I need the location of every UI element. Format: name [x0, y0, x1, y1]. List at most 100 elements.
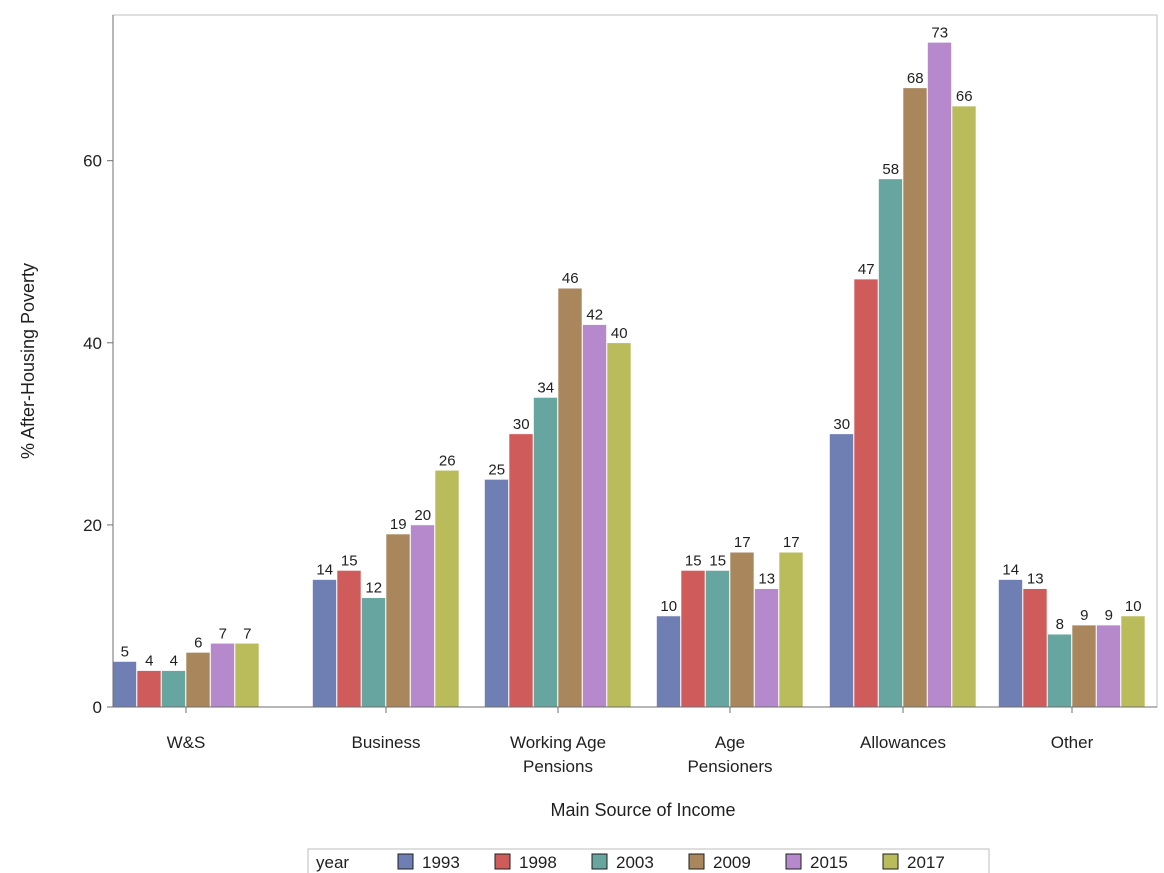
- y-tick-label: 20: [83, 516, 102, 535]
- legend-swatch-1998: [494, 853, 511, 870]
- data-label-wands-2017: 7: [243, 625, 251, 642]
- bar-business-2003: [361, 597, 386, 708]
- data-label-age-pensioners-2009: 17: [734, 534, 751, 551]
- y-tick-label: 60: [83, 152, 102, 171]
- data-label-other-2009: 9: [1080, 607, 1088, 624]
- data-label-business-2009: 19: [390, 516, 407, 533]
- data-label-wands-2009: 6: [194, 634, 202, 651]
- data-label-other-2017: 10: [1125, 598, 1142, 615]
- data-label-wands-1993: 5: [121, 643, 129, 660]
- bar-wands-2003: [161, 670, 186, 708]
- bar-age-pensioners-2009: [729, 551, 755, 708]
- y-tick-label: 0: [93, 698, 102, 717]
- data-label-business-2003: 12: [365, 580, 382, 597]
- bar-business-1993: [312, 579, 337, 708]
- bar-wands-2009: [185, 652, 211, 708]
- x-axis-label: Main Source of Income: [550, 800, 735, 820]
- bar-working-age-pensions-2015: [582, 324, 607, 708]
- bar-wands-2017: [234, 642, 260, 708]
- bar-business-1998: [336, 570, 362, 708]
- bar-business-2015: [410, 524, 435, 708]
- labels-layer: 5 14 25 10 30 14 4 15 30 15 47 13 4 12 34 15 58 8 6 19 46 17 6…: [121, 24, 1142, 669]
- bar-other-2015: [1096, 624, 1121, 708]
- data-label-wands-1998: 4: [145, 653, 153, 670]
- data-label-other-1998: 13: [1027, 571, 1044, 588]
- legend-swatch-1993: [397, 853, 414, 870]
- bar-allowances-2009: [902, 87, 928, 708]
- bar-other-2017: [1120, 615, 1146, 708]
- data-label-allowances-2017: 66: [956, 88, 973, 105]
- data-label-wands-2015: 7: [219, 625, 227, 642]
- data-label-wands-2003: 4: [170, 653, 178, 670]
- data-label-working-age-pensions-2003: 34: [537, 379, 554, 396]
- bar-other-2003: [1047, 633, 1072, 708]
- bar-allowances-1998: [853, 278, 879, 708]
- bar-business-2017: [434, 469, 460, 708]
- data-label-other-2015: 9: [1105, 607, 1113, 624]
- plot-area: [112, 14, 1158, 708]
- bar-wands-1998: [136, 670, 162, 708]
- data-label-age-pensioners-1993: 10: [660, 598, 677, 615]
- legend-label-2015: 2015: [810, 853, 848, 872]
- x-category-label-allowances: Allowances: [860, 733, 946, 752]
- legend-swatch-2009: [688, 853, 705, 870]
- bar-other-1993: [998, 579, 1023, 708]
- bar-working-age-pensions-2003: [533, 397, 558, 708]
- data-label-business-1998: 15: [341, 552, 358, 569]
- data-label-business-2015: 20: [414, 507, 431, 524]
- legend-swatch-2017: [882, 853, 899, 870]
- bar-age-pensioners-2017: [778, 551, 804, 708]
- bar-age-pensioners-2015: [754, 588, 779, 708]
- bar-other-2009: [1071, 624, 1097, 708]
- legend-swatch-2003: [591, 853, 608, 870]
- data-label-working-age-pensions-2017: 40: [611, 325, 628, 342]
- data-label-age-pensioners-2017: 17: [783, 534, 800, 551]
- legend-box: [307, 848, 990, 873]
- data-label-business-2017: 26: [439, 452, 456, 469]
- data-label-working-age-pensions-2015: 42: [586, 307, 603, 324]
- data-label-working-age-pensions-2009: 46: [562, 270, 579, 287]
- data-label-working-age-pensions-1993: 25: [488, 461, 505, 478]
- x-category-label-wands: W&S: [167, 733, 206, 752]
- bar-working-age-pensions-2017: [606, 342, 632, 708]
- legend: year 1993 1998 2003 2009 2015 2017: [307, 848, 990, 873]
- y-tick-label: 40: [83, 334, 102, 353]
- bar-wands-2015: [210, 642, 235, 708]
- bar-working-age-pensions-1998: [508, 433, 534, 708]
- bar-working-age-pensions-2009: [557, 287, 583, 708]
- data-label-other-2003: 8: [1056, 616, 1064, 633]
- data-label-age-pensioners-2003: 15: [709, 552, 726, 569]
- x-category-label-business: Business: [352, 733, 421, 752]
- data-label-age-pensioners-1998: 15: [685, 552, 702, 569]
- legend-label-2009: 2009: [713, 853, 751, 872]
- bar-wands-1993: [112, 661, 137, 708]
- bar-working-age-pensions-1993: [484, 479, 509, 708]
- bar-allowances-2003: [878, 178, 903, 708]
- data-label-allowances-1998: 47: [858, 261, 875, 278]
- bar-allowances-1993: [829, 433, 854, 708]
- x-category-label-age-pensioners: Age Pensioners: [687, 733, 772, 776]
- data-label-allowances-2003: 58: [882, 161, 899, 178]
- bar-other-1998: [1022, 588, 1048, 708]
- data-label-age-pensioners-2015: 13: [758, 571, 775, 588]
- bar-allowances-2015: [927, 42, 952, 708]
- bar-age-pensioners-1993: [656, 615, 681, 708]
- legend-label-2003: 2003: [616, 853, 654, 872]
- legend-swatch-2015: [785, 853, 802, 870]
- data-label-allowances-2015: 73: [931, 24, 948, 41]
- data-label-other-1993: 14: [1002, 562, 1019, 579]
- data-label-business-1993: 14: [316, 562, 333, 579]
- legend-label-1998: 1998: [519, 853, 557, 872]
- data-label-allowances-2009: 68: [907, 70, 924, 87]
- bar-business-2009: [385, 533, 411, 708]
- axes-layer: 0 20 40 60 W&S Business Working Age Pensions Age…: [83, 15, 1157, 776]
- bar-allowances-2017: [951, 105, 977, 708]
- bar-age-pensioners-1998: [680, 570, 706, 708]
- legend-title: year: [316, 853, 349, 872]
- x-category-label-other: Other: [1051, 733, 1094, 752]
- bars-layer: [112, 42, 1146, 708]
- legend-label-2017: 2017: [907, 853, 945, 872]
- bar-age-pensioners-2003: [705, 570, 730, 708]
